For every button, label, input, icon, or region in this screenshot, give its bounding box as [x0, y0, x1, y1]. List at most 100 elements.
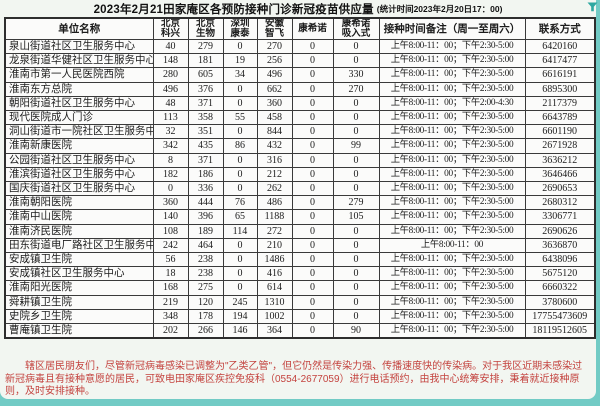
kangtai-count-cell: 0 — [222, 252, 258, 268]
unit-name-cell: 淮南阳光医院 — [4, 280, 154, 296]
table-row: 曹庵镇卫生院 202 266 146 364 0 90 上午8:00-11：00… — [4, 323, 596, 339]
table-row: 淮南新康医院 342 435 86 432 0 99 上午8:00-11：00；… — [4, 138, 596, 154]
kangtai-count-cell: 0 — [222, 266, 258, 282]
col-header-unit-name: 单位名称 — [4, 17, 154, 40]
contact-phone-cell: 2117379 — [524, 95, 596, 112]
zhifei-count-cell: 1310 — [256, 294, 293, 310]
zhifei-count-cell: 210 — [256, 237, 293, 254]
sinovac-count-cell: 496 — [152, 81, 189, 97]
cansino-count-cell: 0 — [291, 266, 334, 282]
kangtai-count-cell: 0 — [222, 124, 258, 140]
cansino-inhaled-count-cell: 0 — [332, 237, 380, 254]
col-header-shenzhen-kangtai: 深圳 康泰 — [222, 17, 258, 40]
schedule-cell: 上午8:00-11：00；下午2:30-5:00 — [378, 266, 526, 282]
contact-phone-cell: 3636870 — [524, 237, 596, 254]
contact-phone-cell: 17755473609 — [524, 308, 596, 325]
sinovac-count-cell: 168 — [152, 280, 189, 296]
kangtai-count-cell: 55 — [222, 110, 258, 126]
zhifei-count-cell: 458 — [256, 110, 293, 126]
schedule-cell: 上午8:00-11：00；下午2:30-5:00 — [378, 67, 526, 83]
cansino-inhaled-count-cell: 99 — [332, 138, 380, 154]
cansino-inhaled-count-cell: 0 — [332, 181, 380, 197]
kangtai-count-cell: 194 — [222, 308, 258, 325]
contact-phone-cell: 2671928 — [524, 138, 596, 154]
table-row: 安成镇社区卫生服务中心 18 238 0 416 0 0 上午8:00-11：0… — [4, 266, 596, 282]
table-row: 淮南朝阳医院 360 444 76 486 0 279 上午8:00-11：00… — [4, 195, 596, 211]
vaccine-table-body: 泉山街道社区卫生服务中心 40 279 0 270 0 0 上午8:00-11：… — [4, 38, 596, 339]
zhifei-count-cell: 614 — [256, 280, 293, 296]
kangtai-count-cell: 76 — [222, 195, 258, 211]
contact-phone-cell: 2690653 — [524, 181, 596, 197]
sinopharm-count-cell: 238 — [187, 252, 224, 268]
kangtai-count-cell: 0 — [222, 181, 258, 197]
contact-phone-cell: 3306771 — [524, 209, 596, 225]
unit-name-cell: 淮滨街道社区卫生服务中心 — [4, 166, 154, 183]
cansino-count-cell: 0 — [291, 53, 334, 69]
cansino-count-cell: 0 — [291, 209, 334, 225]
table-row: 国庆街道社区卫生服务中心 0 336 0 262 0 0 上午8:00-11：0… — [4, 181, 596, 197]
col-header-cansino: 康希诺 — [291, 17, 334, 40]
table-row: 田东街道电厂路社区卫生服务中心 242 464 0 210 0 0 上午8:00… — [4, 237, 596, 254]
cansino-inhaled-count-cell: 0 — [332, 152, 380, 168]
unit-name-cell: 龙泉街道华健社区卫生服务中心 — [4, 53, 154, 69]
sinopharm-count-cell: 371 — [187, 152, 224, 168]
table-row: 公园街道社区卫生服务中心 8 371 0 316 0 0 上午8:00-11：0… — [4, 152, 596, 168]
kangtai-count-cell: 19 — [222, 53, 258, 69]
unit-name-cell: 史院乡卫生院 — [4, 308, 154, 325]
sinopharm-count-cell: 605 — [187, 67, 224, 83]
contact-phone-cell: 6616191 — [524, 67, 596, 83]
table-header-row: 单位名称 北京 科兴 北京 生物 深圳 康泰 安徽 智飞 康希诺 康希诺 吸入式… — [4, 17, 596, 40]
sinopharm-count-cell: 371 — [187, 95, 224, 112]
table-row: 泉山街道社区卫生服务中心 40 279 0 270 0 0 上午8:00-11：… — [4, 38, 596, 55]
schedule-cell: 上午8:00-11：00；下午2:30-5:00 — [378, 294, 526, 310]
schedule-cell: 上午8:00-11：00；下午2:30-5:00 — [378, 138, 526, 154]
schedule-cell: 上午8:00-11：00；下午2:30-5:00 — [378, 181, 526, 197]
unit-name-cell: 淮南新康医院 — [4, 138, 154, 154]
sinovac-count-cell: 0 — [152, 181, 189, 197]
contact-phone-cell: 6895300 — [524, 81, 596, 97]
cansino-inhaled-count-cell: 270 — [332, 81, 380, 97]
cansino-inhaled-count-cell: 0 — [332, 294, 380, 310]
cansino-count-cell: 0 — [291, 294, 334, 310]
contact-phone-cell: 3646466 — [524, 166, 596, 183]
contact-phone-cell: 6660322 — [524, 280, 596, 296]
cansino-inhaled-count-cell: 0 — [332, 38, 380, 55]
col-header-anhui-zhifei: 安徽 智飞 — [256, 17, 293, 40]
cansino-count-cell: 0 — [291, 280, 334, 296]
sinopharm-count-cell: 351 — [187, 124, 224, 140]
unit-name-cell: 安成镇社区卫生服务中心 — [4, 266, 154, 282]
kangtai-count-cell: 114 — [222, 223, 258, 239]
zhifei-count-cell: 262 — [256, 181, 293, 197]
cansino-count-cell: 0 — [291, 138, 334, 154]
sinovac-count-cell: 242 — [152, 237, 189, 254]
kangtai-count-cell: 0 — [222, 280, 258, 296]
sinovac-count-cell: 219 — [152, 294, 189, 310]
kangtai-count-cell: 0 — [222, 152, 258, 168]
table-row: 淮南中山医院 140 396 65 1188 0 105 上午8:00-11：0… — [4, 209, 596, 225]
cansino-inhaled-count-cell: 0 — [332, 266, 380, 282]
kangtai-count-cell: 0 — [222, 166, 258, 183]
contact-phone-cell: 3636212 — [524, 152, 596, 168]
sinovac-count-cell: 113 — [152, 110, 189, 126]
sinovac-count-cell: 182 — [152, 166, 189, 183]
cansino-inhaled-count-cell: 0 — [332, 252, 380, 268]
cansino-inhaled-count-cell: 0 — [332, 95, 380, 112]
cansino-count-cell: 0 — [291, 152, 334, 168]
contact-phone-cell: 6417477 — [524, 53, 596, 69]
cansino-inhaled-count-cell: 0 — [332, 124, 380, 140]
cansino-inhaled-count-cell: 90 — [332, 323, 380, 339]
unit-name-cell: 国庆街道社区卫生服务中心 — [4, 181, 154, 197]
sinopharm-count-cell: 186 — [187, 166, 224, 183]
sheet-title-row: 2023年2月21田家庵区各预防接种门诊新冠疫苗供应量 (统计时间2023年2月… — [0, 0, 596, 17]
schedule-cell: 上午8:00-11：00；下午2:30-5:00 — [378, 110, 526, 126]
cansino-inhaled-count-cell: 0 — [332, 53, 380, 69]
sinovac-count-cell: 8 — [152, 152, 189, 168]
sinopharm-count-cell: 358 — [187, 110, 224, 126]
schedule-cell: 上午8:00-11：00；下午2:30-5:00 — [378, 124, 526, 140]
zhifei-count-cell: 416 — [256, 266, 293, 282]
cansino-inhaled-count-cell: 0 — [332, 166, 380, 183]
page-title-timestamp: (统计时间2023年2月20日17：00) — [376, 4, 503, 14]
schedule-cell: 上午8:00-11：00；下午2:30-5:00 — [378, 223, 526, 239]
filter-icon[interactable] — [587, 2, 598, 12]
